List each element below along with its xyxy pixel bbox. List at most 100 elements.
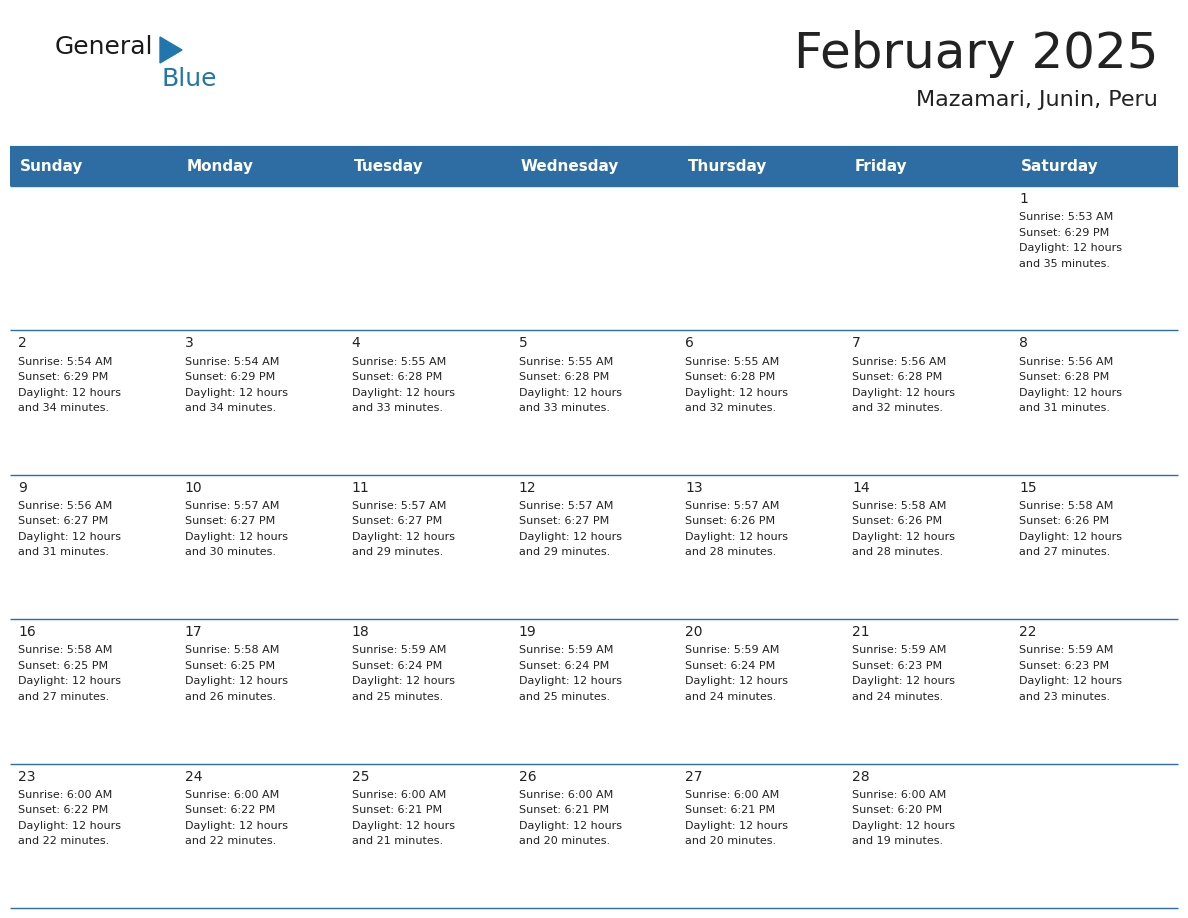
Bar	[177, 620, 343, 764]
Text: Sunset: 6:25 PM: Sunset: 6:25 PM	[18, 661, 108, 671]
Text: and 25 minutes.: and 25 minutes.	[352, 692, 443, 702]
Bar	[677, 330, 845, 475]
Bar	[177, 475, 343, 620]
Text: Sunset: 6:24 PM: Sunset: 6:24 PM	[352, 661, 442, 671]
Text: Sunset: 6:28 PM: Sunset: 6:28 PM	[852, 372, 942, 382]
Text: and 20 minutes.: and 20 minutes.	[685, 836, 777, 846]
Text: 27: 27	[685, 769, 703, 784]
Bar	[177, 186, 343, 330]
Bar	[10, 186, 177, 330]
Text: Sunset: 6:26 PM: Sunset: 6:26 PM	[685, 517, 776, 526]
Text: Daylight: 12 hours: Daylight: 12 hours	[18, 387, 121, 397]
Text: Sunset: 6:27 PM: Sunset: 6:27 PM	[18, 517, 108, 526]
Text: and 25 minutes.: and 25 minutes.	[519, 692, 609, 702]
Text: Daylight: 12 hours: Daylight: 12 hours	[1019, 387, 1123, 397]
Text: Sunset: 6:25 PM: Sunset: 6:25 PM	[185, 661, 274, 671]
Text: 11: 11	[352, 481, 369, 495]
Text: and 28 minutes.: and 28 minutes.	[852, 547, 943, 557]
Text: 10: 10	[185, 481, 202, 495]
Text: 6: 6	[685, 336, 694, 351]
Text: Sunrise: 5:59 AM: Sunrise: 5:59 AM	[685, 645, 779, 655]
Text: Sunset: 6:21 PM: Sunset: 6:21 PM	[352, 805, 442, 815]
Bar	[1011, 186, 1178, 330]
Bar	[845, 148, 1011, 186]
Bar	[10, 475, 177, 620]
Bar	[1011, 764, 1178, 908]
Text: Daylight: 12 hours: Daylight: 12 hours	[685, 677, 789, 687]
Bar	[511, 186, 677, 330]
Bar	[845, 475, 1011, 620]
Text: Daylight: 12 hours: Daylight: 12 hours	[685, 532, 789, 542]
Text: 2: 2	[18, 336, 27, 351]
Text: and 21 minutes.: and 21 minutes.	[352, 836, 443, 846]
Text: and 33 minutes.: and 33 minutes.	[519, 403, 609, 413]
Text: Daylight: 12 hours: Daylight: 12 hours	[685, 387, 789, 397]
Text: Sunset: 6:28 PM: Sunset: 6:28 PM	[352, 372, 442, 382]
Text: Sunday: Sunday	[20, 160, 83, 174]
Text: Daylight: 12 hours: Daylight: 12 hours	[1019, 532, 1123, 542]
Bar	[677, 186, 845, 330]
Text: Monday: Monday	[187, 160, 254, 174]
Text: Daylight: 12 hours: Daylight: 12 hours	[185, 387, 287, 397]
Text: 22: 22	[1019, 625, 1037, 639]
Text: Sunset: 6:20 PM: Sunset: 6:20 PM	[852, 805, 942, 815]
Text: and 34 minutes.: and 34 minutes.	[185, 403, 276, 413]
Text: Sunrise: 5:59 AM: Sunrise: 5:59 AM	[352, 645, 446, 655]
Bar	[845, 764, 1011, 908]
Text: Sunset: 6:26 PM: Sunset: 6:26 PM	[1019, 517, 1110, 526]
Text: 20: 20	[685, 625, 703, 639]
Text: Sunrise: 6:00 AM: Sunrise: 6:00 AM	[185, 789, 279, 800]
Text: and 24 minutes.: and 24 minutes.	[685, 692, 777, 702]
Text: 17: 17	[185, 625, 202, 639]
Text: Sunset: 6:27 PM: Sunset: 6:27 PM	[185, 517, 276, 526]
Bar	[343, 620, 511, 764]
Bar	[677, 620, 845, 764]
Text: Tuesday: Tuesday	[354, 160, 423, 174]
Text: 15: 15	[1019, 481, 1037, 495]
Text: Sunrise: 5:59 AM: Sunrise: 5:59 AM	[1019, 645, 1113, 655]
Bar	[343, 475, 511, 620]
Text: Sunset: 6:28 PM: Sunset: 6:28 PM	[685, 372, 776, 382]
Text: 7: 7	[852, 336, 861, 351]
Text: Daylight: 12 hours: Daylight: 12 hours	[519, 532, 621, 542]
Text: and 32 minutes.: and 32 minutes.	[685, 403, 777, 413]
Bar	[343, 330, 511, 475]
Text: Sunset: 6:27 PM: Sunset: 6:27 PM	[352, 517, 442, 526]
Text: 14: 14	[852, 481, 870, 495]
Text: Daylight: 12 hours: Daylight: 12 hours	[185, 821, 287, 831]
Text: and 32 minutes.: and 32 minutes.	[852, 403, 943, 413]
Bar	[677, 764, 845, 908]
Bar	[10, 148, 177, 186]
Text: 23: 23	[18, 769, 36, 784]
Text: 9: 9	[18, 481, 27, 495]
Text: and 34 minutes.: and 34 minutes.	[18, 403, 109, 413]
Text: Sunset: 6:22 PM: Sunset: 6:22 PM	[185, 805, 276, 815]
Text: Sunset: 6:23 PM: Sunset: 6:23 PM	[852, 661, 942, 671]
Text: Sunset: 6:21 PM: Sunset: 6:21 PM	[519, 805, 608, 815]
Text: Sunset: 6:29 PM: Sunset: 6:29 PM	[1019, 228, 1110, 238]
Text: and 22 minutes.: and 22 minutes.	[185, 836, 276, 846]
Bar	[511, 475, 677, 620]
Text: Daylight: 12 hours: Daylight: 12 hours	[852, 821, 955, 831]
Text: Friday: Friday	[854, 160, 906, 174]
Text: Sunrise: 5:54 AM: Sunrise: 5:54 AM	[18, 356, 113, 366]
Text: Sunrise: 5:58 AM: Sunrise: 5:58 AM	[18, 645, 113, 655]
Text: and 24 minutes.: and 24 minutes.	[852, 692, 943, 702]
Text: Daylight: 12 hours: Daylight: 12 hours	[185, 677, 287, 687]
Bar	[1011, 475, 1178, 620]
Text: Daylight: 12 hours: Daylight: 12 hours	[18, 677, 121, 687]
Text: Sunrise: 6:00 AM: Sunrise: 6:00 AM	[685, 789, 779, 800]
Text: Sunrise: 5:55 AM: Sunrise: 5:55 AM	[519, 356, 613, 366]
Text: Daylight: 12 hours: Daylight: 12 hours	[352, 532, 455, 542]
Text: Sunset: 6:21 PM: Sunset: 6:21 PM	[685, 805, 776, 815]
Text: Sunrise: 5:56 AM: Sunrise: 5:56 AM	[18, 501, 112, 511]
Text: Sunset: 6:28 PM: Sunset: 6:28 PM	[519, 372, 608, 382]
Text: 4: 4	[352, 336, 360, 351]
Text: Sunrise: 5:58 AM: Sunrise: 5:58 AM	[852, 501, 947, 511]
Text: General: General	[55, 35, 153, 59]
Text: 5: 5	[519, 336, 527, 351]
Text: 1: 1	[1019, 192, 1028, 206]
Text: February 2025: February 2025	[794, 30, 1158, 78]
Text: Sunrise: 6:00 AM: Sunrise: 6:00 AM	[519, 789, 613, 800]
Text: Daylight: 12 hours: Daylight: 12 hours	[1019, 677, 1123, 687]
